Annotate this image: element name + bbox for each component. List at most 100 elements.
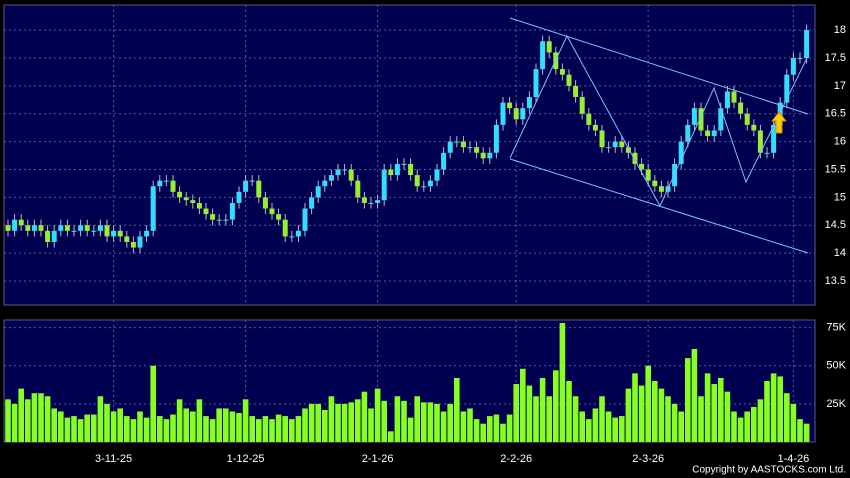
volume-bar [282, 416, 288, 442]
candle-body [632, 152, 638, 164]
volume-bar [381, 400, 387, 442]
candle-body [282, 219, 288, 237]
volume-bar [190, 411, 196, 442]
volume-bar [51, 408, 57, 442]
volume-bar [579, 411, 585, 442]
volume-bar [711, 384, 717, 442]
volume-bar [143, 417, 150, 442]
volume-bar [388, 431, 394, 442]
candle-body [394, 163, 400, 176]
volume-bar [440, 411, 447, 442]
copyright: Copyright by AASTOCKS.com Ltd. [692, 465, 846, 476]
volume-bar [31, 393, 38, 442]
candle-body [764, 152, 770, 154]
candle-body [678, 141, 684, 164]
volume-bar [427, 402, 434, 442]
volume-bar [295, 416, 302, 442]
volume-bar [731, 411, 737, 442]
candle-body [368, 202, 374, 204]
candle-body [566, 74, 572, 86]
y-tick-label: 75K [826, 322, 846, 334]
volume-bar [619, 416, 625, 442]
candle-body [599, 130, 605, 148]
volume-bar [473, 419, 480, 442]
volume-bar [718, 377, 724, 442]
volume-bar [275, 414, 282, 442]
volume-bar [586, 419, 592, 442]
volume-bar [71, 416, 77, 442]
x-tick-label: 1-4-26 [778, 453, 810, 465]
volume-bar [209, 419, 216, 442]
candle-body [289, 236, 295, 238]
volume-bar [58, 411, 64, 442]
candle-body [540, 41, 546, 70]
volume-bar [368, 408, 374, 442]
candle-body [579, 97, 585, 114]
volume-bar [104, 403, 110, 442]
candle-body [335, 169, 341, 176]
candle-body [500, 102, 506, 125]
volume-bar [638, 385, 645, 442]
volume-bar [25, 399, 31, 442]
volume-bar [137, 411, 143, 442]
candle-body [210, 214, 216, 220]
volume-bar [447, 403, 453, 442]
candle-body [183, 197, 189, 201]
candle-body [460, 141, 466, 148]
candle-body [645, 169, 651, 181]
volume-bar [176, 399, 183, 442]
volume-bar [652, 381, 658, 442]
volume-bar [401, 400, 407, 442]
candle-body [705, 130, 711, 137]
candle-body [31, 225, 37, 231]
volume-bar [249, 416, 255, 442]
volume-bar [11, 403, 18, 442]
candle-body [229, 202, 235, 220]
volume-bar [110, 411, 117, 442]
candle-body [130, 241, 136, 248]
candle-body [18, 219, 24, 226]
candle-body [691, 108, 697, 125]
candle-body [170, 180, 176, 192]
candle-body [203, 208, 209, 215]
volume-bar [526, 385, 533, 442]
volume-bar [289, 419, 295, 442]
candle-body [309, 197, 315, 209]
volume-bar [38, 393, 44, 442]
volume-bar [790, 403, 797, 442]
x-tick-label: 3-11-25 [95, 453, 132, 465]
volume-bar [84, 414, 90, 442]
candle-body [771, 124, 777, 153]
volume-bar [5, 399, 11, 442]
candle-body [388, 169, 394, 176]
trend-lines [509, 17, 809, 254]
candle-body [639, 163, 645, 170]
volume-bar [751, 406, 757, 442]
volume-bar [18, 388, 24, 442]
volume-bar [394, 396, 401, 442]
candle-body [797, 57, 803, 59]
candle-body [243, 180, 249, 192]
volume-bar [777, 376, 783, 442]
candle-body [625, 147, 631, 153]
candle-body [256, 180, 262, 198]
volume-bar [797, 419, 803, 442]
volume-bar [421, 402, 427, 442]
volume-bar [328, 396, 335, 442]
candle-body [480, 152, 486, 159]
volume-bar [500, 423, 506, 442]
candle-body [559, 69, 565, 75]
candle-body [124, 236, 130, 242]
volume-bar [341, 403, 348, 442]
candle-body [401, 163, 407, 165]
candle-body [718, 108, 724, 131]
volume-bar [533, 396, 539, 442]
candle-body [12, 219, 18, 231]
candle-body [652, 180, 658, 187]
candle-body [526, 97, 532, 109]
volume-bar [460, 411, 467, 442]
candle-body [507, 102, 513, 109]
volume-bar [77, 419, 84, 442]
volume-bar [407, 417, 414, 442]
volume-bar [374, 388, 381, 442]
